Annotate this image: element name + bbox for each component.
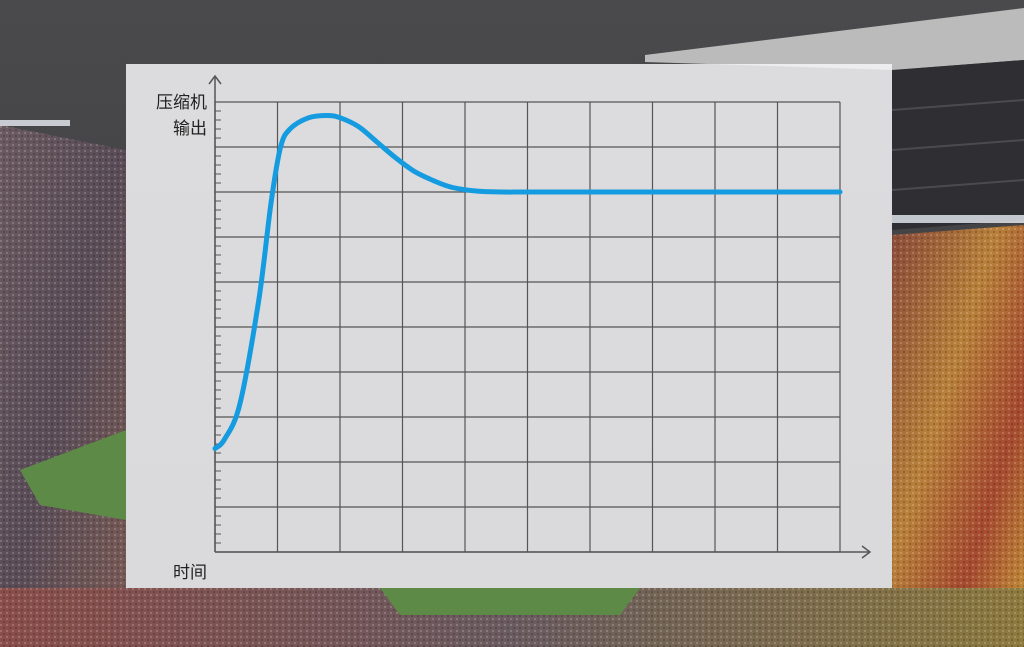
y-minor-ticks [215, 101, 221, 553]
y-axis-label-line-1: 压缩机 [156, 93, 207, 113]
y-axis-label-line-2: 输出 [173, 119, 207, 139]
axes [208, 74, 872, 559]
x-axis-arrow [861, 545, 872, 559]
grid [214, 101, 841, 553]
series-line-compressor-output [212, 113, 843, 451]
x-axis-label: 时间 [173, 563, 207, 583]
y-axis-arrow [208, 74, 222, 85]
